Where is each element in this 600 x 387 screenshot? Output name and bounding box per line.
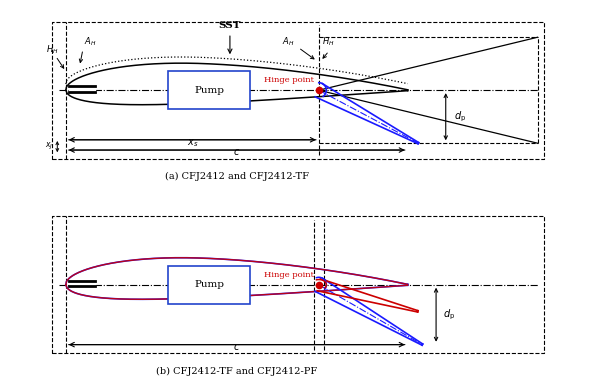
- Text: $A_H$: $A_H$: [83, 35, 96, 48]
- Text: $c$: $c$: [233, 342, 241, 352]
- Text: $H_H$: $H_H$: [46, 44, 58, 56]
- Text: SST: SST: [218, 21, 241, 53]
- Text: Hinge point: Hinge point: [263, 271, 314, 279]
- Text: (b) CFJ2412-TF and CFJ2412-PF: (b) CFJ2412-TF and CFJ2412-PF: [156, 367, 317, 376]
- Text: $c$: $c$: [233, 147, 241, 157]
- Bar: [169, 266, 250, 304]
- Text: $x_J$: $x_J$: [44, 141, 53, 152]
- Text: $d_\mathrm{p}$: $d_\mathrm{p}$: [443, 308, 455, 322]
- Text: Pump: Pump: [194, 280, 224, 289]
- Text: (a) CFJ2412 and CFJ2412-TF: (a) CFJ2412 and CFJ2412-TF: [165, 172, 309, 182]
- Text: $d_\mathrm{p}$: $d_\mathrm{p}$: [454, 110, 466, 124]
- Text: Hinge point: Hinge point: [263, 76, 314, 84]
- Text: $x_s$: $x_s$: [187, 137, 198, 149]
- Bar: [169, 72, 250, 109]
- Text: Pump: Pump: [194, 86, 224, 95]
- Text: $A_H$: $A_H$: [282, 35, 294, 48]
- Text: $H_H$: $H_H$: [322, 35, 335, 48]
